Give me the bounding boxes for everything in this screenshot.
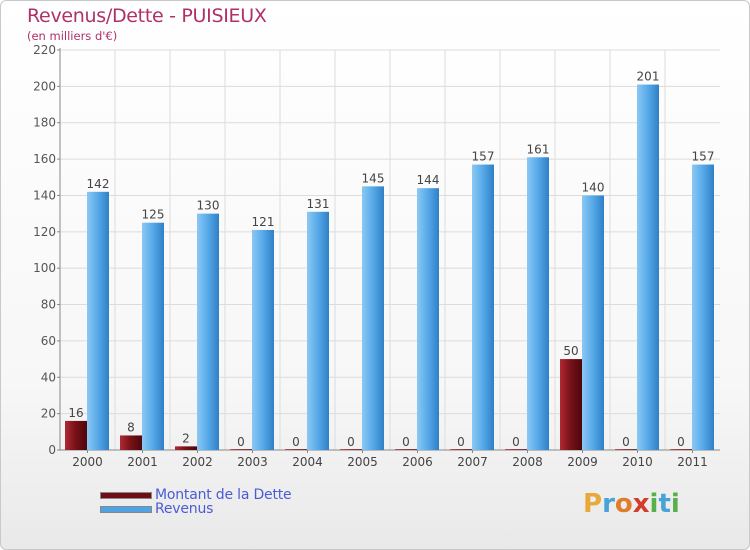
bars: [65, 84, 714, 451]
bar-revenus: [527, 157, 549, 451]
x-tick-label: 2010: [622, 455, 653, 469]
legend-item-debt: Montant de la Dette: [100, 487, 292, 503]
bar-debt: [615, 449, 637, 450]
data-label-debt: 16: [68, 406, 83, 420]
y-tick-label: 140: [33, 188, 56, 202]
bar-revenus: [87, 191, 109, 450]
data-label-revenus: 161: [527, 142, 550, 156]
data-label-debt: 0: [677, 435, 685, 449]
bar-debt: [505, 449, 527, 450]
data-label-debt: 0: [347, 435, 355, 449]
x-tick-label: 2009: [567, 455, 598, 469]
y-tick-label: 40: [41, 370, 56, 384]
x-tick-label: 2002: [182, 455, 213, 469]
y-tick-label: 180: [33, 116, 56, 130]
bar-debt: [395, 449, 417, 450]
legend-item-revenus: Revenus: [100, 501, 213, 517]
data-label-revenus: 157: [472, 150, 495, 164]
chart-subtitle: (en milliers d'€): [27, 29, 118, 43]
bar-revenus: [142, 222, 164, 450]
bar-debt: [65, 420, 87, 450]
y-tick-label: 0: [48, 443, 56, 457]
data-label-revenus: 121: [252, 215, 275, 229]
x-tick-label: 2006: [402, 455, 433, 469]
x-tick-label: 2004: [292, 455, 323, 469]
data-label-revenus: 201: [637, 70, 660, 84]
x-tick-label: 2007: [457, 455, 488, 469]
bar-revenus: [472, 164, 494, 450]
bar-debt: [450, 449, 472, 450]
legend-label-debt: Montant de la Dette: [155, 487, 292, 503]
y-tick-label: 20: [41, 407, 56, 421]
y-tick-label: 100: [33, 261, 56, 275]
x-tick-label: 2008: [512, 455, 543, 469]
data-label-debt: 0: [512, 435, 520, 449]
bar-revenus: [362, 186, 384, 450]
data-labels: 16 142 8 125 2 130 0 121 0 131 0 145 0 144 0 157 0 161 50 1…: [68, 70, 714, 449]
y-tick-label: 220: [33, 43, 56, 57]
data-label-debt: 0: [292, 435, 300, 449]
legend-swatch-debt: [100, 491, 152, 499]
data-label-debt: 8: [127, 420, 135, 434]
bar-revenus: [582, 195, 604, 450]
data-label-debt: 0: [457, 435, 465, 449]
bar-debt: [285, 449, 307, 450]
x-tick-label: 2005: [347, 455, 378, 469]
x-tick-label: 2001: [127, 455, 158, 469]
proxiti-logo[interactable]: Proxiti: [583, 489, 680, 519]
logo-letter: o: [614, 489, 633, 519]
data-label-debt: 0: [622, 435, 630, 449]
data-label-debt: 2: [182, 431, 190, 445]
x-tick-label: 2011: [677, 455, 708, 469]
gridlines: [60, 49, 720, 450]
chart-title: Revenus/Dette - PUISIEUX: [27, 5, 267, 27]
data-label-debt: 50: [563, 344, 578, 358]
y-tick-label: 60: [41, 334, 56, 348]
bar-debt: [230, 449, 252, 450]
bar-revenus: [417, 188, 439, 450]
y-tick-label: 200: [33, 79, 56, 93]
y-tick-label: 160: [33, 152, 56, 166]
data-label-revenus: 131: [307, 197, 330, 211]
y-tick-label: 80: [41, 298, 56, 312]
logo-letter: r: [602, 489, 615, 519]
data-label-revenus: 140: [582, 180, 605, 194]
data-label-revenus: 157: [692, 150, 715, 164]
logo-letter: i: [670, 489, 680, 519]
bar-revenus: [637, 84, 659, 450]
x-tick-label: 2000: [72, 455, 103, 469]
data-label-revenus: 130: [197, 199, 220, 213]
x-tick-label: 2003: [237, 455, 268, 469]
data-label-revenus: 145: [362, 171, 385, 185]
bar-debt: [175, 446, 197, 450]
bar-debt: [120, 435, 142, 450]
data-label-revenus: 144: [417, 173, 440, 187]
logo-letter: x: [632, 489, 650, 519]
logo-letter: t: [658, 489, 671, 519]
data-label-revenus: 125: [142, 208, 165, 222]
bar-revenus: [252, 230, 274, 450]
data-label-revenus: 142: [87, 177, 110, 191]
bar-revenus: [692, 164, 714, 450]
y-tick-label: 120: [33, 225, 56, 239]
bar-revenus: [197, 213, 219, 450]
bar-debt: [340, 449, 362, 450]
logo-letter: P: [583, 489, 603, 519]
bar-debt: [670, 449, 692, 450]
legend-swatch-revenus: [100, 505, 152, 513]
bar-revenus: [307, 211, 329, 450]
data-label-debt: 0: [237, 435, 245, 449]
bar-debt: [560, 359, 582, 450]
logo-letter: i: [649, 489, 659, 519]
legend-label-revenus: Revenus: [155, 501, 214, 517]
data-label-debt: 0: [402, 435, 410, 449]
